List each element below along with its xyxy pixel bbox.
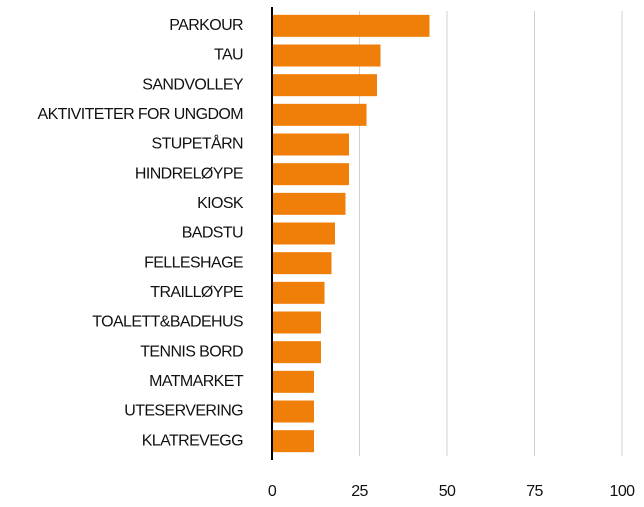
y-tick-label: TENNIS BORD — [140, 343, 243, 360]
bar — [272, 400, 314, 423]
y-tick-label: TRAILLØYPE — [150, 284, 243, 301]
y-tick-label: UTESERVERING — [124, 403, 243, 420]
bar — [272, 133, 349, 156]
y-tick-label: TOALETT&BADEHUS — [92, 314, 243, 331]
y-tick-label: STUPETÅRN — [152, 134, 244, 153]
bar — [272, 370, 314, 393]
bar — [272, 192, 346, 215]
y-tick-label: FELLESHAGE — [144, 254, 243, 271]
y-tick-label: AKTIVITETER FOR UNGDOM — [38, 106, 244, 123]
y-tick-label: KIOSK — [197, 195, 244, 212]
y-tick-label: SANDVOLLEY — [142, 76, 244, 93]
bar — [272, 163, 349, 186]
bar — [272, 103, 367, 126]
y-tick-label: KLATREVEGG — [142, 432, 243, 449]
bar — [272, 74, 377, 97]
y-tick-label: BADSTU — [182, 225, 243, 242]
x-tick-label: 100 — [610, 483, 636, 500]
x-tick-label: 50 — [439, 483, 456, 500]
bar — [272, 14, 430, 37]
y-tick-label: HINDRELØYPE — [135, 165, 243, 182]
bar — [272, 44, 381, 67]
x-tick-label: 25 — [351, 483, 368, 500]
y-tick-label: TAU — [214, 47, 243, 64]
bar — [272, 222, 335, 245]
y-tick-label: PARKOUR — [169, 17, 243, 34]
bar — [272, 430, 314, 453]
x-tick-label: 0 — [268, 483, 277, 500]
x-tick-label: 75 — [526, 483, 543, 500]
bar — [272, 252, 332, 275]
bar — [272, 341, 321, 364]
bar — [272, 311, 321, 334]
bar — [272, 281, 325, 304]
y-tick-label: MATMARKET — [149, 373, 244, 390]
